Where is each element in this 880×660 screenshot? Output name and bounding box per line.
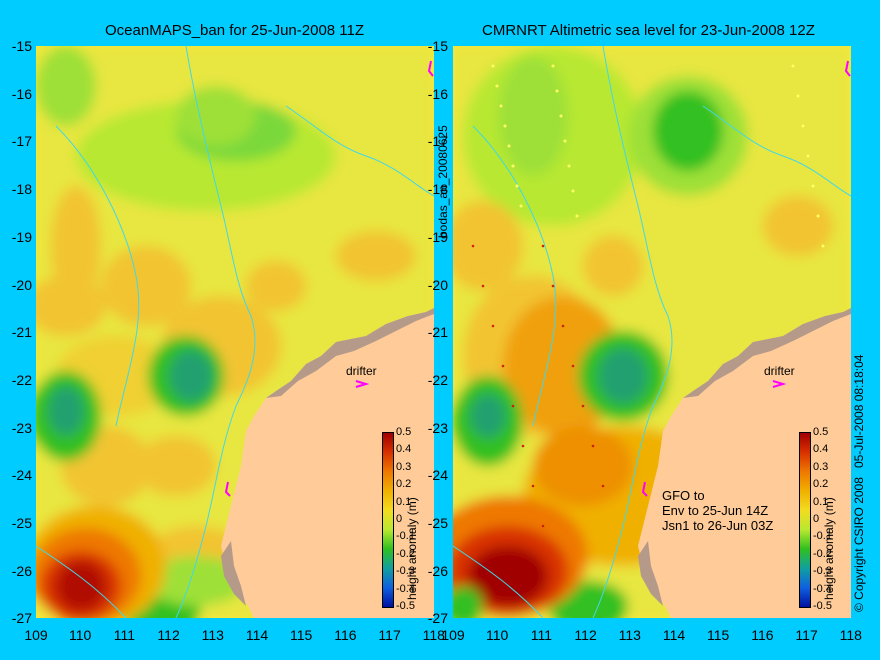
colorbar-tick: -0.3 xyxy=(813,565,832,578)
satellite-note-line: Env to 25-Jun 14Z xyxy=(662,503,769,518)
satellite-note-line: GFO to xyxy=(662,488,705,503)
longitude-tick: 117 xyxy=(378,627,401,643)
latitude-tick: -26 xyxy=(11,562,32,579)
latitude-tick: -16 xyxy=(427,85,448,102)
right-drifter-label: drifter xyxy=(764,364,795,378)
latitude-tick: -27 xyxy=(427,610,448,627)
colorbar-gradient xyxy=(382,432,394,608)
colorbar-tick: -0.4 xyxy=(396,582,415,595)
left-map-title: OceanMAPS_ban for 25-Jun-2008 11Z xyxy=(105,22,365,39)
colorbar-tick: 0.3 xyxy=(813,460,829,473)
colorbar-tick: 0.3 xyxy=(396,460,412,473)
longitude-tick: 112 xyxy=(157,627,180,643)
colorbar-gradient xyxy=(799,432,811,608)
colorbar-tick: 0.1 xyxy=(813,495,829,508)
colorbar-tick: 0.2 xyxy=(813,478,829,491)
satellite-track-crosses xyxy=(471,244,605,528)
latitude-tick: -20 xyxy=(427,276,448,293)
latitude-tick: -17 xyxy=(427,133,448,150)
right-land-mass xyxy=(638,308,851,618)
longitude-tick: 109 xyxy=(24,627,48,643)
colorbar-tick: -0.2 xyxy=(813,547,832,560)
run-id-label: bodas_an_20080625 xyxy=(436,125,450,238)
longitude-tick: 110 xyxy=(69,627,92,643)
longitude-tick: 113 xyxy=(201,627,224,643)
latitude-tick: -17 xyxy=(11,133,32,150)
right-map-panel xyxy=(453,46,851,618)
left-anomaly-field xyxy=(36,46,434,618)
satellite-track-dots xyxy=(491,64,825,248)
longitude-tick: 117 xyxy=(795,627,818,643)
latitude-tick: -18 xyxy=(11,181,32,198)
colorbar-tick: 0.1 xyxy=(396,495,412,508)
latitude-tick: -22 xyxy=(427,371,448,388)
colorbar-tick: -0.3 xyxy=(396,565,415,578)
longitude-tick: 114 xyxy=(245,627,269,643)
colorbar-tick: -0.5 xyxy=(396,600,415,612)
colorbar-tick: 0.4 xyxy=(813,443,829,456)
latitude-tick: -19 xyxy=(11,228,32,245)
colorbar-tick: -0.5 xyxy=(813,600,832,612)
latitude-tick: -23 xyxy=(11,419,32,436)
left-land-mass xyxy=(221,308,434,618)
latitude-tick: -24 xyxy=(427,467,448,484)
longitude-tick: 111 xyxy=(530,627,553,643)
colorbar-tick: 0.5 xyxy=(813,426,829,438)
latitude-tick: -19 xyxy=(427,228,448,245)
latitude-tick: -18 xyxy=(427,181,448,198)
longitude-tick: 118 xyxy=(839,627,862,643)
copyright-label: © Copyright CSIRO 2008 xyxy=(852,477,866,612)
colorbar-tick: 0.5 xyxy=(396,426,412,438)
right-coast-shelf xyxy=(683,308,851,398)
timestamp-label: 05-Jul-2008 08:18:04 xyxy=(852,354,866,468)
latitude-tick: -23 xyxy=(427,419,448,436)
colorbar-tick: 0 xyxy=(813,513,820,525)
longitude-tick: 115 xyxy=(290,627,313,643)
colorbar-tick: -0.1 xyxy=(813,530,832,543)
longitude-tick: 112 xyxy=(574,627,597,643)
latitude-tick: -27 xyxy=(11,610,32,627)
longitude-tick: 113 xyxy=(618,627,641,643)
colorbar-tick: -0.4 xyxy=(813,582,832,595)
colorbar-left-label: height anomaly (m) xyxy=(405,497,419,600)
satellite-note: GFO to Env to 25-Jun 14Z Jsn1 to 26-Jun … xyxy=(662,488,773,533)
colorbar-right-label: height anomaly (m) xyxy=(822,497,836,600)
latitude-tick: -25 xyxy=(427,515,448,531)
colorbar-tick: 0.4 xyxy=(396,443,412,456)
satellite-note-line: Jsn1 to 26-Jun 03Z xyxy=(662,518,774,533)
colorbar-tick: 0 xyxy=(396,513,403,525)
longitude-tick: 118 xyxy=(422,627,445,643)
colorbar-tick: -0.2 xyxy=(396,547,415,560)
latitude-tick: -16 xyxy=(11,85,32,102)
latitude-tick: -21 xyxy=(11,324,32,341)
longitude-tick: 109 xyxy=(441,627,465,643)
latitude-tick: -25 xyxy=(11,515,32,531)
longitude-tick: 114 xyxy=(662,627,686,643)
longitude-tick: 111 xyxy=(113,627,136,643)
right-map-title: CMRNRT Altimetric sea level for 23-Jun-2… xyxy=(482,22,815,39)
longitude-tick: 110 xyxy=(486,627,509,643)
latitude-tick: -15 xyxy=(427,38,448,54)
left-drifter-label: drifter xyxy=(346,364,377,378)
latitude-tick: -26 xyxy=(427,562,448,579)
longitude-tick: 115 xyxy=(707,627,730,643)
left-map-panel xyxy=(36,46,434,618)
latitude-tick: -24 xyxy=(11,467,32,484)
latitude-tick: -15 xyxy=(11,38,32,54)
longitude-tick: 116 xyxy=(334,627,357,643)
longitude-tick: 116 xyxy=(751,627,774,643)
latitude-tick: -20 xyxy=(11,276,32,293)
left-coast-shelf xyxy=(266,308,434,398)
colorbar-tick: 0.2 xyxy=(396,478,412,491)
latitude-tick: -22 xyxy=(11,371,32,388)
latitude-tick: -21 xyxy=(427,324,448,341)
colorbar-tick: -0.1 xyxy=(396,530,415,543)
